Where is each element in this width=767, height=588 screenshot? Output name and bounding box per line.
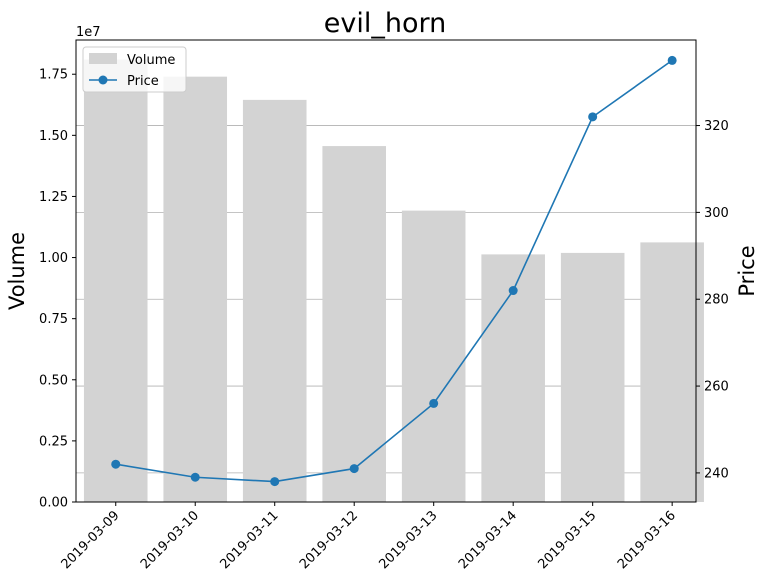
volume-bar [481,254,545,502]
price-point [667,55,677,65]
price-point [190,472,200,482]
x-axis: 2019-03-09 2019-03-10 2019-03-11 2019-03-12… [59,502,679,572]
volume-bar [560,252,625,502]
volume-bar [163,76,228,503]
price-point [349,464,359,474]
right-tick-label: 280 [704,293,729,308]
legend-label-price: Price [127,74,159,89]
volume-bar [322,146,386,503]
legend-swatch-price-marker [98,75,108,85]
right-tick-label: 320 [704,119,729,134]
price-point [429,398,439,408]
left-tick-label: 1.00 [39,251,68,266]
y-axis-label-left: Volume [5,232,29,310]
x-tick-label: 2019-03-14 [456,508,520,572]
left-tick-label: 0.50 [39,373,68,388]
price-point [588,112,598,122]
right-tick-label: 240 [704,466,729,481]
left-tick-label: 0.75 [39,312,68,327]
bar-layer [83,59,704,503]
price-point [508,286,518,296]
x-tick-label: 2019-03-13 [376,508,440,572]
left-tick-label: 0.25 [39,434,68,449]
left-tick-label: 1.50 [39,129,68,144]
x-tick-label: 2019-03-12 [297,508,361,572]
legend: Volume Price [82,46,187,93]
price-line [115,59,673,483]
x-tick-label: 2019-03-15 [535,508,599,572]
right-tick-label: 300 [704,206,729,221]
left-axis: 0.00 0.25 0.50 0.75 1.00 1.25 1.50 1.75 [39,68,76,511]
volume-bar [401,210,466,502]
volume-bar [640,242,704,502]
y-axis-label-right: Price [735,245,759,296]
x-tick-label: 2019-03-10 [138,508,202,572]
left-tick-label: 1.25 [39,190,68,205]
volume-bar [242,99,307,502]
axis-offset-label: 1e7 [76,25,101,40]
plot-frame [75,39,697,503]
x-tick-label: 2019-03-09 [59,508,123,572]
left-tick-label: 1.75 [39,68,68,83]
x-tick-label: 2019-03-11 [218,508,282,572]
legend-label-volume: Volume [127,53,175,68]
left-tick-label: 0.00 [39,496,68,511]
right-axis: 240 260 280 300 320 [696,119,729,481]
x-tick-label: 2019-03-16 [615,508,679,572]
line-layer [111,55,677,487]
volume-bar [83,59,148,503]
price-point [111,459,121,469]
legend-swatch-volume [89,53,117,64]
right-tick-label: 260 [704,380,729,395]
price-point [270,477,280,487]
chart-title: evil_horn [324,8,446,39]
